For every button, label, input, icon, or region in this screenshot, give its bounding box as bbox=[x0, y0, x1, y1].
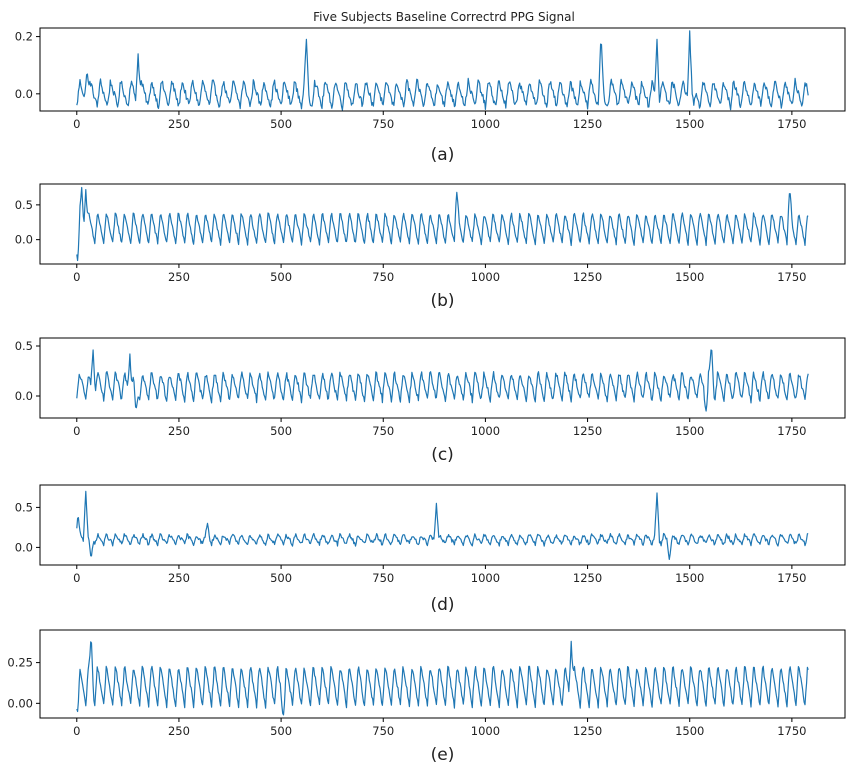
signal-line bbox=[76, 30, 809, 111]
y-tick-label: 0.0 bbox=[15, 233, 33, 247]
y-tick-label: 0.5 bbox=[15, 198, 33, 212]
y-tick-label: 0.0 bbox=[15, 389, 33, 403]
x-tick-label: 250 bbox=[168, 117, 190, 131]
x-tick-label: 250 bbox=[168, 724, 190, 738]
figure-title: Five Subjects Baseline Correctrd PPG Sig… bbox=[313, 10, 575, 24]
x-tick-label: 750 bbox=[372, 270, 394, 284]
plot-frame bbox=[39, 27, 846, 112]
y-tick-label: 0.5 bbox=[15, 339, 33, 353]
x-tick-label: 1000 bbox=[471, 117, 500, 131]
y-tick-label: 0.0 bbox=[15, 87, 33, 101]
signal-line bbox=[76, 349, 809, 412]
x-tick-label: 1000 bbox=[471, 571, 500, 585]
x-tick-label: 500 bbox=[270, 724, 292, 738]
subplot-a: 0 250 500 750 1000 1250 1500 1750 0.0 0.2 (a) bbox=[15, 27, 846, 165]
subplot-c: 0 250 500 750 1000 1250 1500 1750 0.0 0.5 (c) bbox=[15, 337, 846, 465]
x-tick-label: 1500 bbox=[675, 571, 704, 585]
x-tick-label: 0 bbox=[73, 270, 80, 284]
x-tick-label: 1000 bbox=[471, 724, 500, 738]
x-tick-label: 1500 bbox=[675, 117, 704, 131]
signal-line bbox=[76, 186, 809, 262]
x-tick-label: 1500 bbox=[675, 724, 704, 738]
x-tick-label: 1750 bbox=[777, 571, 806, 585]
x-tick-label: 500 bbox=[270, 117, 292, 131]
x-tick-label: 1750 bbox=[777, 724, 806, 738]
subplot-caption: (d) bbox=[430, 595, 454, 615]
x-tick-label: 750 bbox=[372, 724, 394, 738]
x-tick-label: 1250 bbox=[573, 724, 602, 738]
x-tick-label: 250 bbox=[168, 571, 190, 585]
subplot-caption: (b) bbox=[430, 291, 454, 311]
x-tick-label: 1750 bbox=[777, 117, 806, 131]
y-tick-label: 0.25 bbox=[7, 656, 33, 670]
x-tick-label: 1500 bbox=[675, 424, 704, 438]
x-tick-label: 1250 bbox=[573, 571, 602, 585]
x-tick-label: 0 bbox=[73, 571, 80, 585]
x-tick-label: 500 bbox=[270, 270, 292, 284]
y-tick-label: 0.2 bbox=[15, 30, 33, 44]
subplot-caption: (e) bbox=[431, 745, 455, 765]
subplot-e: 0 250 500 750 1000 1250 1500 1750 0.00 0.25 (e) bbox=[7, 629, 846, 765]
plot-frame bbox=[39, 183, 846, 265]
x-tick-label: 0 bbox=[73, 724, 80, 738]
x-tick-label: 1250 bbox=[573, 270, 602, 284]
x-tick-label: 0 bbox=[73, 424, 80, 438]
x-tick-label: 1500 bbox=[675, 270, 704, 284]
x-tick-label: 250 bbox=[168, 424, 190, 438]
x-tick-label: 1000 bbox=[471, 270, 500, 284]
subplot-stack: 0 250 500 750 1000 1250 1500 1750 0.0 0.2 (a) 0 250 5… bbox=[7, 27, 846, 765]
x-tick-label: 1750 bbox=[777, 424, 806, 438]
plot-frame bbox=[39, 484, 846, 566]
plot-frame bbox=[39, 337, 846, 419]
subplot-caption: (a) bbox=[431, 145, 455, 165]
x-tick-label: 1750 bbox=[777, 270, 806, 284]
y-tick-label: 0.00 bbox=[7, 696, 33, 710]
y-tick-label: 0.5 bbox=[15, 500, 33, 514]
x-tick-label: 750 bbox=[372, 571, 394, 585]
subplot-b: 0 250 500 750 1000 1250 1500 1750 0.0 0.5 (b) bbox=[15, 183, 846, 311]
x-tick-label: 1250 bbox=[573, 117, 602, 131]
x-tick-label: 500 bbox=[270, 424, 292, 438]
subplot-caption: (c) bbox=[431, 445, 454, 465]
plot-frame bbox=[39, 629, 846, 719]
x-tick-label: 750 bbox=[372, 117, 394, 131]
y-tick-label: 0.0 bbox=[15, 540, 33, 554]
x-tick-label: 1250 bbox=[573, 424, 602, 438]
x-tick-label: 250 bbox=[168, 270, 190, 284]
x-tick-label: 1000 bbox=[471, 424, 500, 438]
x-tick-label: 750 bbox=[372, 424, 394, 438]
subplot-d: 0 250 500 750 1000 1250 1500 1750 0.0 0.5 (d) bbox=[15, 484, 846, 615]
signal-line bbox=[76, 640, 809, 716]
signal-line bbox=[76, 490, 809, 560]
x-tick-label: 500 bbox=[270, 571, 292, 585]
x-tick-label: 0 bbox=[73, 117, 80, 131]
